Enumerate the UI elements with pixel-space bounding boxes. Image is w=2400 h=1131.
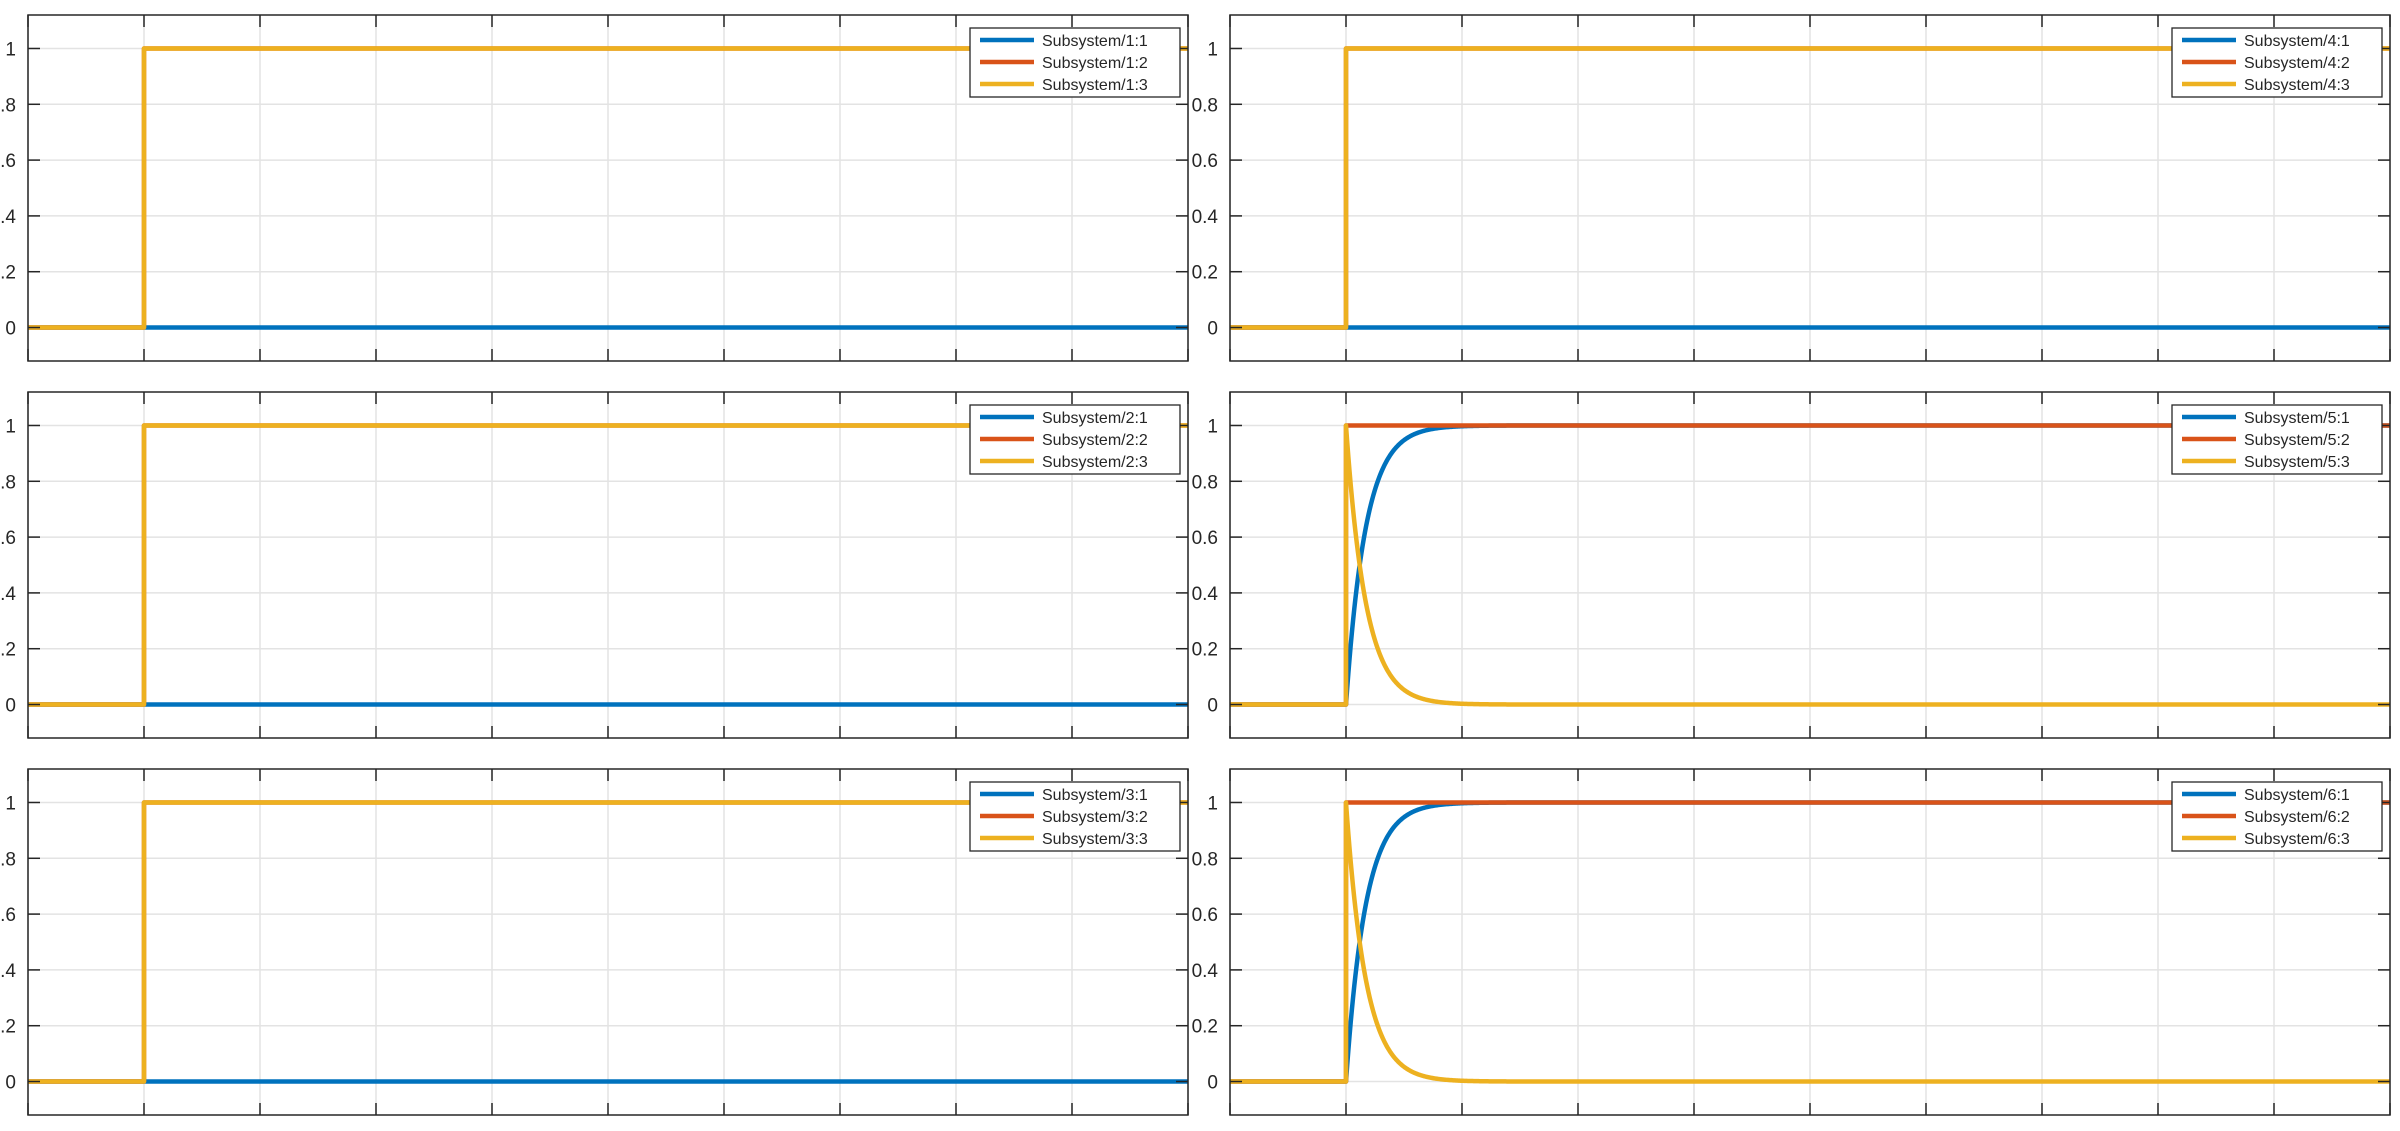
legend-label-2: Subsystem/6:2 — [2244, 809, 2350, 826]
series-group — [1230, 800, 2390, 1084]
legend-label-2: Subsystem/3:2 — [1042, 809, 1148, 826]
series-line-3 — [28, 46, 1188, 330]
series-group — [28, 46, 1188, 330]
legend-label-2: Subsystem/1:2 — [1042, 55, 1148, 72]
y-tick-label: 0.6 — [1192, 151, 1218, 172]
subplot-2: 0 0.2 0.4 0.6 0.8 1 Subsystem/4:1 Subsystem/4:2… — [1192, 14, 2391, 362]
y-tick-label: 0.6 — [1192, 528, 1218, 549]
legend-label-2: Subsystem/2:2 — [1042, 432, 1148, 449]
series-group — [28, 800, 1188, 1084]
legend-label-3: Subsystem/6:3 — [2244, 831, 2350, 848]
series-line-3 — [1230, 800, 2390, 1084]
series-line-3 — [28, 800, 1188, 1084]
series-line-3 — [1230, 423, 2390, 707]
ticks: 0 0.2 0.4 0.6 0.8 1 — [0, 392, 1189, 738]
legend-label-3: Subsystem/2:3 — [1042, 454, 1148, 471]
y-tick-label: 0.4 — [0, 584, 16, 605]
y-tick-label: 0.8 — [1192, 849, 1218, 870]
subplot-5: 01234567891000.20.40.60.81Subsystem/3:1S… — [0, 768, 1189, 1116]
subplot-1: 0 0.2 0.4 0.6 0.8 1 Subsystem/1:1 Subsystem/1:2… — [0, 14, 1189, 362]
legend: Subsystem/6:1 Subsystem/6:2 Subsystem/6:3 — [2171, 781, 2383, 852]
legend-label-3: Subsystem/3:3 — [1042, 831, 1148, 848]
y-tick-label: 0.4 — [0, 961, 16, 982]
y-tick-label: 0.6 — [0, 905, 16, 926]
legend-label-1: Subsystem/6:1 — [2244, 787, 2350, 804]
y-tick-label: 0.6 — [0, 528, 16, 549]
y-tick-label: 0 — [5, 319, 16, 340]
y-tick-label: 0.2 — [1192, 640, 1218, 661]
legend: Subsystem/5:1 Subsystem/5:2 Subsystem/5:3 — [2171, 404, 2383, 475]
ticks: 0 0.2 0.4 0.6 0.8 1 — [1192, 392, 2391, 738]
y-tick-label: 0.4 — [0, 207, 16, 228]
legend-label-1: Subsystem/4:1 — [2244, 33, 2350, 50]
legend-label-3: Subsystem/4:3 — [2244, 77, 2350, 94]
y-tick-label: 0 — [1207, 1073, 1218, 1094]
y-tick-label: 0 — [1207, 319, 1218, 340]
y-tick-label: 0.4 — [1192, 584, 1219, 605]
y-tick-label: 0.4 — [1192, 961, 1219, 982]
legend: Subsystem/4:1 Subsystem/4:2 Subsystem/4:3 — [2171, 27, 2383, 98]
legend-label-1: Subsystem/5:1 — [2244, 410, 2350, 427]
y-tick-label: 0.8 — [1192, 95, 1218, 116]
y-tick-label: 0 — [1207, 696, 1218, 717]
y-tick-label: 0 — [5, 696, 16, 717]
ticks: 01234567891000.20.40.60.81 — [0, 769, 1189, 1115]
legend-label-2: Subsystem/4:2 — [2244, 55, 2350, 72]
series-group — [1230, 423, 2390, 707]
y-tick-label: 0.8 — [0, 472, 16, 493]
legend-label-1: Subsystem/2:1 — [1042, 410, 1148, 427]
legend: Subsystem/2:1 Subsystem/2:2 Subsystem/2:3 — [969, 404, 1181, 475]
legend-label-1: Subsystem/1:1 — [1042, 33, 1148, 50]
y-tick-label: 0.8 — [0, 95, 16, 116]
ticks: 01234567891000.20.40.60.81 — [1192, 769, 2391, 1115]
y-tick-label: 0.2 — [0, 263, 16, 284]
series-group — [1230, 46, 2390, 330]
legend-label-3: Subsystem/1:3 — [1042, 77, 1148, 94]
legend-label-1: Subsystem/3:1 — [1042, 787, 1148, 804]
y-tick-label: 1 — [1207, 793, 1218, 814]
y-tick-label: 0.6 — [1192, 905, 1218, 926]
legend: Subsystem/1:1 Subsystem/1:2 Subsystem/1:3 — [969, 27, 1181, 98]
y-tick-label: 0.8 — [1192, 472, 1218, 493]
subplot-3: 0 0.2 0.4 0.6 0.8 1 Subsystem/2:1 Subsystem/2:2… — [0, 391, 1189, 739]
y-tick-label: 0.2 — [1192, 263, 1218, 284]
y-tick-label: 1 — [1207, 416, 1218, 437]
subplot-6: 01234567891000.20.40.60.81Subsystem/6:1S… — [1192, 768, 2391, 1116]
series-line-3 — [28, 423, 1188, 707]
y-tick-label: 0.6 — [0, 151, 16, 172]
y-tick-label: 0.2 — [0, 640, 16, 661]
legend: Subsystem/3:1 Subsystem/3:2 Subsystem/3:3 — [969, 781, 1181, 852]
series-line-3 — [1230, 46, 2390, 330]
y-tick-label: 0.2 — [0, 1017, 16, 1038]
y-tick-label: 1 — [5, 793, 16, 814]
y-tick-label: 0.2 — [1192, 1017, 1218, 1038]
ticks: 0 0.2 0.4 0.6 0.8 1 — [1192, 15, 2391, 361]
y-tick-label: 0.8 — [0, 849, 16, 870]
y-tick-label: 1 — [5, 39, 16, 60]
legend-label-3: Subsystem/5:3 — [2244, 454, 2350, 471]
y-tick-label: 1 — [1207, 39, 1218, 60]
series-group — [28, 423, 1188, 707]
y-tick-label: 0.4 — [1192, 207, 1219, 228]
subplot-4: 0 0.2 0.4 0.6 0.8 1 Subsystem/5:1 Subsystem/5:2… — [1192, 391, 2391, 739]
ticks: 0 0.2 0.4 0.6 0.8 1 — [0, 15, 1189, 361]
legend-label-2: Subsystem/5:2 — [2244, 432, 2350, 449]
y-tick-label: 0 — [5, 1073, 16, 1094]
y-tick-label: 1 — [5, 416, 16, 437]
